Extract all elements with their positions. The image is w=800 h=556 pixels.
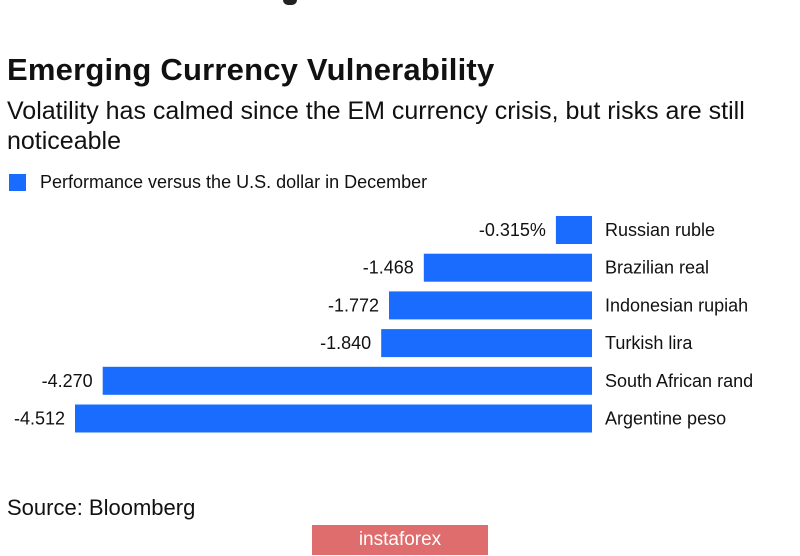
bar-russian-ruble [555,216,592,244]
value-label: -0.315% [479,220,546,240]
category-label: Argentine peso [605,409,726,429]
bar-brazilian-real [423,253,592,282]
legend: Performance versus the U.S. dollar in De… [9,172,427,193]
category-label: Indonesian rupiah [605,295,748,315]
value-label: -1.772 [328,295,379,315]
chart-subtitle: Volatility has calmed since the EM curre… [7,97,745,155]
legend-swatch [9,174,26,191]
bar-turkish-lira [381,329,592,358]
value-label: -4.270 [42,371,93,391]
bar-argentine-peso [75,404,592,433]
legend-label: Performance versus the U.S. dollar in De… [40,172,428,192]
value-label: -1.468 [363,258,414,278]
watermark-logo: instaforex [312,525,488,555]
value-label: -4.512 [14,409,65,429]
chart-title: Emerging Currency Vulnerability [7,52,495,87]
source-note: Source: Bloomberg [7,495,196,520]
value-label: -1.840 [320,333,371,353]
cropped-header-fragment [283,0,297,5]
category-label: Russian ruble [605,220,715,240]
category-label: Turkish lira [605,333,693,353]
category-label: South African rand [605,371,753,391]
category-label: Brazilian real [605,258,709,278]
bar-south-african-rand [102,366,592,395]
bar-indonesian-rupiah [389,291,592,320]
